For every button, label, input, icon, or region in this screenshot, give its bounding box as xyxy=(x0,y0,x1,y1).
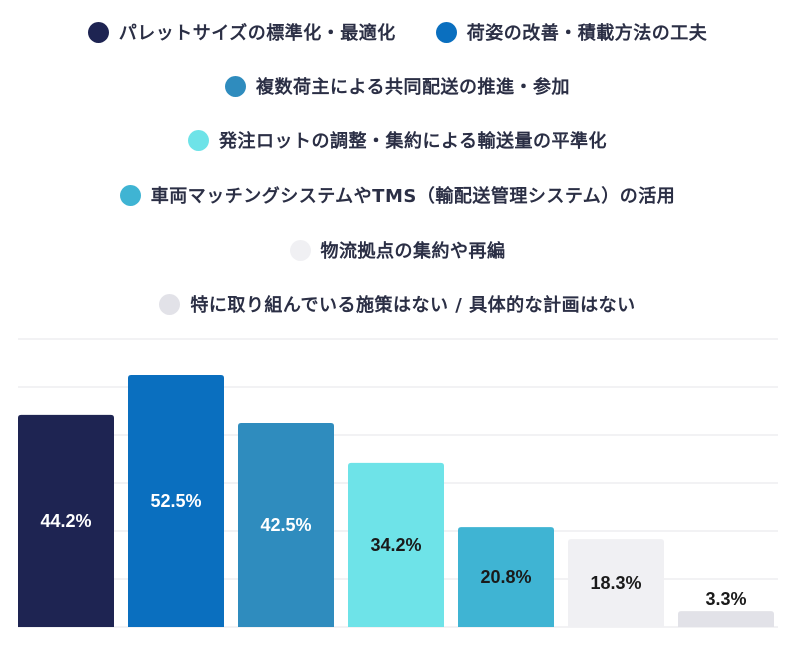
legend-label: 発注ロットの調整・集約による輸送量の平準化 xyxy=(219,131,607,152)
bar[interactable] xyxy=(128,375,224,627)
legend-item[interactable]: 荷姿の改善・積載方法の工夫 xyxy=(435,19,708,45)
legend-swatch-icon xyxy=(159,293,181,315)
legend-swatch-icon xyxy=(188,129,210,151)
bar[interactable] xyxy=(18,414,114,627)
bar[interactable] xyxy=(678,611,774,627)
bar-value-label: 42.5% xyxy=(260,515,311,535)
legend-row: 特に取り組んでいる施策はない / 具体的な計画はない xyxy=(0,289,795,319)
bar[interactable] xyxy=(458,527,554,627)
bar[interactable] xyxy=(238,423,334,627)
legend-row: 発注ロットの調整・集約による輸送量の平準化 xyxy=(0,125,795,155)
bar-value-label: 44.2% xyxy=(40,511,91,531)
legend-swatch-icon xyxy=(289,239,311,261)
legend-swatch-icon xyxy=(435,21,457,43)
legend-label: 荷姿の改善・積載方法の工夫 xyxy=(466,23,708,44)
legend-row: パレットサイズの標準化・最適化 荷姿の改善・積載方法の工夫 xyxy=(0,17,795,47)
legend-label: 車両マッチングシステムやTMS（輸配送管理システム）の活用 xyxy=(150,186,676,207)
legend-item[interactable]: 車両マッチングシステムやTMS（輸配送管理システム）の活用 xyxy=(119,182,676,208)
bar-value-label: 18.3% xyxy=(590,573,641,593)
legend-label: パレットサイズの標準化・最適化 xyxy=(118,23,396,44)
legend-item[interactable]: 複数荷主による共同配送の推進・参加 xyxy=(225,73,570,99)
bar-labels: 44.2% 52.5% 42.5% 34.2% 20.8% 18.3% 3.3% xyxy=(40,491,746,609)
bar-value-label: 52.5% xyxy=(150,491,201,511)
legend-row: 車両マッチングシステムやTMS（輸配送管理システム）の活用 xyxy=(0,180,795,210)
legend-label: 物流拠点の集約や再編 xyxy=(320,241,506,262)
legend-item[interactable]: 物流拠点の集約や再編 xyxy=(289,237,506,263)
legend-swatch-icon xyxy=(87,21,109,43)
bar-value-label: 34.2% xyxy=(370,535,421,555)
bar-value-label: 20.8% xyxy=(480,567,531,587)
legend-label: 複数荷主による共同配送の推進・参加 xyxy=(256,77,570,98)
legend-swatch-icon xyxy=(225,75,247,97)
bars xyxy=(18,375,774,627)
bar[interactable] xyxy=(348,462,444,627)
legend-swatch-icon xyxy=(119,184,141,206)
legend-label: 特に取り組んでいる施策はない / 具体的な計画はない xyxy=(190,295,636,316)
legend-row: 物流拠点の集約や再編 xyxy=(0,235,795,265)
bar-value-label: 3.3% xyxy=(705,589,746,609)
bar-chart: 44.2% 52.5% 42.5% 34.2% 20.8% 18.3% 3.3% xyxy=(18,338,778,628)
legend-item[interactable]: パレットサイズの標準化・最適化 xyxy=(87,19,396,45)
legend-row: 複数荷主による共同配送の推進・参加 xyxy=(0,71,795,101)
legend-item[interactable]: 特に取り組んでいる施策はない / 具体的な計画はない xyxy=(159,291,635,317)
bar[interactable] xyxy=(568,539,664,627)
legend-item[interactable]: 発注ロットの調整・集約による輸送量の平準化 xyxy=(188,127,607,153)
